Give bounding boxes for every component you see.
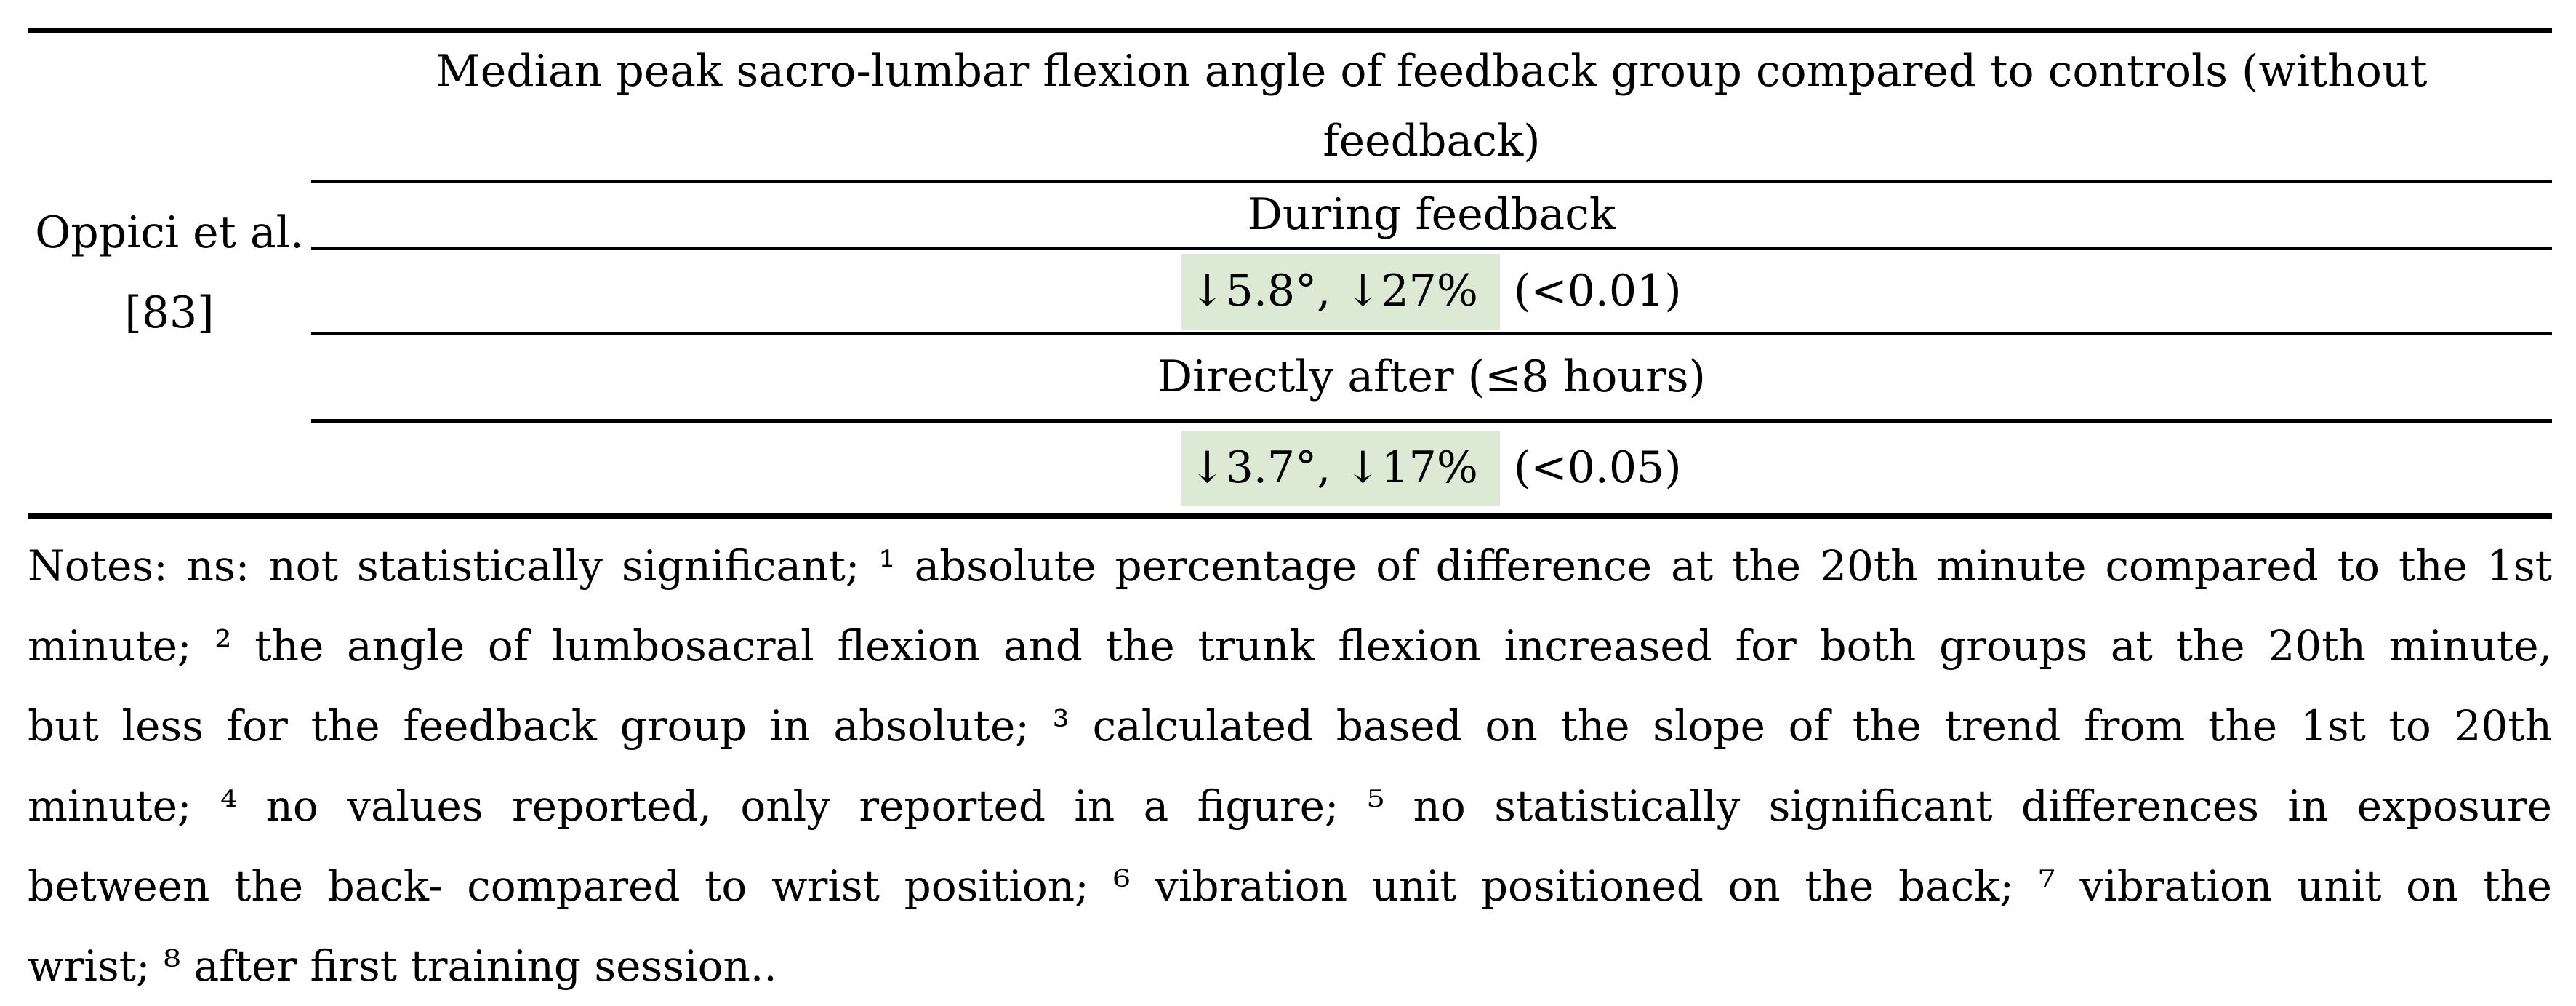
paper-table-fragment: Oppici et al. [83] Median peak sacro-lum…: [28, 28, 2552, 1006]
subheader-during-feedback: During feedback: [311, 183, 2552, 250]
results-table: Oppici et al. [83] Median peak sacro-lum…: [28, 28, 2552, 513]
outcome-header-cell: Median peak sacro-lumbar flexion angle o…: [311, 33, 2552, 183]
study-reference-cell: Oppici et al. [83]: [28, 33, 311, 513]
outcome-cells: Median peak sacro-lumbar flexion angle o…: [311, 33, 2552, 513]
highlighted-result: ↓3.7°, ↓17%: [1181, 431, 1500, 506]
subheader-directly-after: Directly after (≤8 hours): [311, 335, 2552, 423]
p-value: (<0.01): [1499, 266, 1682, 316]
notes-line: Notes: ns: not statistically significant…: [28, 541, 2552, 591]
value-row-directly-after: ↓3.7°, ↓17% (<0.05): [311, 423, 2552, 513]
study-citation-number: [83]: [124, 287, 214, 338]
outcome-header-line1: Median peak sacro-lumbar flexion angle o…: [436, 46, 2428, 97]
value-row-during-feedback: ↓5.8°, ↓27% (<0.01): [311, 250, 2552, 335]
notes-line: between the back- compared to wrist posi…: [28, 861, 2552, 911]
notes-line: minute; ⁴ no values reported, only repor…: [28, 781, 2552, 831]
notes-line: but less for the feedback group in absol…: [28, 701, 2552, 751]
p-value: (<0.05): [1499, 442, 1682, 493]
notes-line: wrist; ⁸ after first training session..: [28, 941, 777, 991]
study-name: Oppici et al.: [35, 207, 304, 258]
highlighted-result: ↓5.8°, ↓27%: [1181, 254, 1500, 330]
outcome-header-line2: feedback): [1323, 116, 1541, 167]
table-notes: Notes: ns: not statistically significant…: [28, 526, 2552, 1006]
notes-line: minute; ² the angle of lumbosacral flexi…: [28, 621, 2552, 671]
table-bottom-rule: [28, 513, 2552, 519]
